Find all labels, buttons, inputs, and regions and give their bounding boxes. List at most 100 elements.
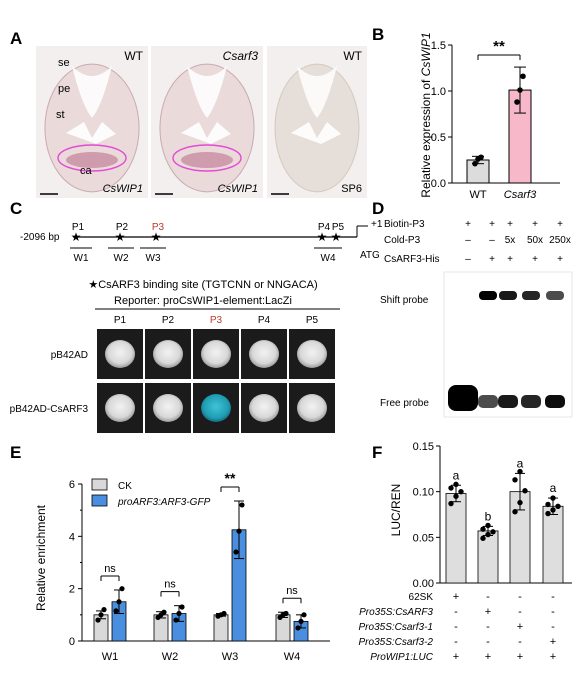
construct-cell: + [453, 591, 459, 603]
binding-site-label: P4 [318, 222, 331, 233]
section-caption: SP6 [341, 183, 362, 195]
binding-site-legend: ★CsARF3 binding site (TGTCNN or NNGACA) [88, 279, 317, 291]
panel-b-y-axis-label-text: Relative expression of [419, 76, 433, 197]
shift-band [499, 291, 517, 300]
emsa-row-label: Biotin-P3 [384, 219, 425, 230]
section-caption: CsWIP1 [218, 183, 258, 195]
data-point [453, 493, 459, 499]
construct-cell: + [550, 651, 556, 663]
legend-swatch [91, 478, 108, 491]
data-point [485, 522, 491, 529]
panel-e: E 0 2 4 6 CK proARF3:ARF3-GFP W1 ns W2 ns W3 ** W4 ns… [10, 443, 330, 663]
construct-cell: + [485, 651, 491, 663]
emsa-cell: 5x [505, 235, 516, 246]
yeast-colony [249, 340, 279, 368]
significance-label: ns [164, 579, 176, 591]
panel-f-y-axis-label: LUC/REN [389, 484, 403, 537]
x-tick-label: W4 [284, 651, 301, 663]
y-tick-label: 0 [69, 636, 75, 648]
legend-label: proARF3:ARF3-GFP [117, 497, 211, 508]
tissue-label-ca: ca [80, 165, 93, 177]
data-point [161, 609, 167, 615]
data-point [522, 488, 528, 494]
legend-label: CK [118, 481, 132, 492]
bar [445, 493, 467, 584]
construct-cell: + [517, 651, 523, 663]
data-point [283, 610, 289, 617]
construct-cell: - [486, 591, 490, 603]
significance-label: ns [286, 585, 298, 597]
free-probe-band [478, 395, 498, 408]
y-tick-label: 2 [69, 584, 75, 596]
free-probe-band [545, 395, 565, 408]
data-point [458, 488, 464, 495]
shift-probe-label: Shift probe [380, 295, 429, 306]
section-title: WT [343, 49, 362, 63]
x-tick-label: W2 [162, 651, 179, 663]
section-image-3: WT SP6 [267, 46, 367, 198]
emsa-cell: + [465, 219, 471, 230]
panel-b-y-axis-label: Relative expression of CsWIP1 [419, 32, 433, 197]
construct-cell: - [486, 621, 490, 633]
construct-cell: - [518, 606, 522, 618]
data-point [176, 610, 182, 617]
construct-cell: + [453, 651, 459, 663]
section-title: WT [124, 49, 143, 63]
primer-region-label: W4 [321, 253, 336, 264]
emsa-cell: + [507, 254, 513, 265]
construct-cell: - [486, 636, 490, 648]
yeast-colony [105, 340, 135, 368]
data-point [550, 507, 556, 513]
section-image-1: WT CsWIP1 se pe st ca [36, 46, 148, 198]
data-point [545, 501, 551, 508]
construct-cell: - [454, 636, 458, 648]
binding-site-label: P5 [332, 222, 345, 233]
panel-e-y-axis-label: Relative enrichment [34, 504, 48, 611]
data-point [301, 612, 307, 618]
y-tick-label: 0.10 [413, 487, 434, 499]
significance-label: ns [104, 563, 116, 575]
data-point [448, 485, 454, 491]
section-locule [66, 122, 116, 144]
panel-e-chart: 0 2 4 6 CK proARF3:ARF3-GFP W1 ns W2 ns W3 ** W4 ns [69, 470, 330, 663]
significance-letter: a [550, 481, 557, 495]
panel-a-images: WT CsWIP1 se pe st ca Csarf3 CsWIP1 WT SP6 [36, 46, 367, 198]
data-point [480, 535, 486, 541]
emsa-cell: 250x [549, 235, 571, 246]
emsa-cell: + [557, 254, 563, 265]
construct-label: ProWIP1:LUC [370, 652, 434, 663]
data-point [545, 510, 551, 517]
yeast-colony [297, 394, 327, 422]
construct-label: 62SK [409, 592, 434, 603]
tissue-label-pe: pe [58, 83, 70, 95]
emsa-cell: + [532, 219, 538, 230]
y-tick-label: 6 [69, 479, 75, 491]
data-point [236, 528, 242, 534]
tissue-label-se: se [58, 57, 70, 69]
yeast-colony [297, 340, 327, 368]
section-locule [181, 122, 231, 144]
yeast-colony [153, 340, 183, 368]
atg-label: ATG [360, 250, 380, 261]
construct-cell: - [551, 606, 555, 618]
emsa-cell: – [489, 235, 495, 246]
free-probe-smear [448, 385, 478, 411]
significance-letter: b [485, 509, 492, 523]
y-tick-label: 0.05 [413, 532, 434, 544]
construct-cell: - [454, 606, 458, 618]
section-title: Csarf3 [223, 49, 259, 63]
primer-region-label: W1 [74, 253, 89, 264]
data-point [512, 509, 518, 515]
emsa-condition-table: Biotin-P3 + + + + +Cold-P3– –5x 50x 250xCsARF3-H… [384, 219, 571, 265]
data-point [485, 531, 491, 538]
yeast-colony [153, 394, 183, 422]
x-tick-label: W1 [102, 651, 119, 663]
bar [213, 614, 229, 642]
emsa-cell: 50x [527, 235, 543, 246]
emsa-cell: + [489, 219, 495, 230]
primer-region-label: W3 [146, 253, 161, 264]
section-cavity [297, 66, 337, 118]
data-point [490, 529, 496, 535]
section-cavity [72, 66, 112, 118]
binding-site-star: ★ [151, 230, 162, 244]
